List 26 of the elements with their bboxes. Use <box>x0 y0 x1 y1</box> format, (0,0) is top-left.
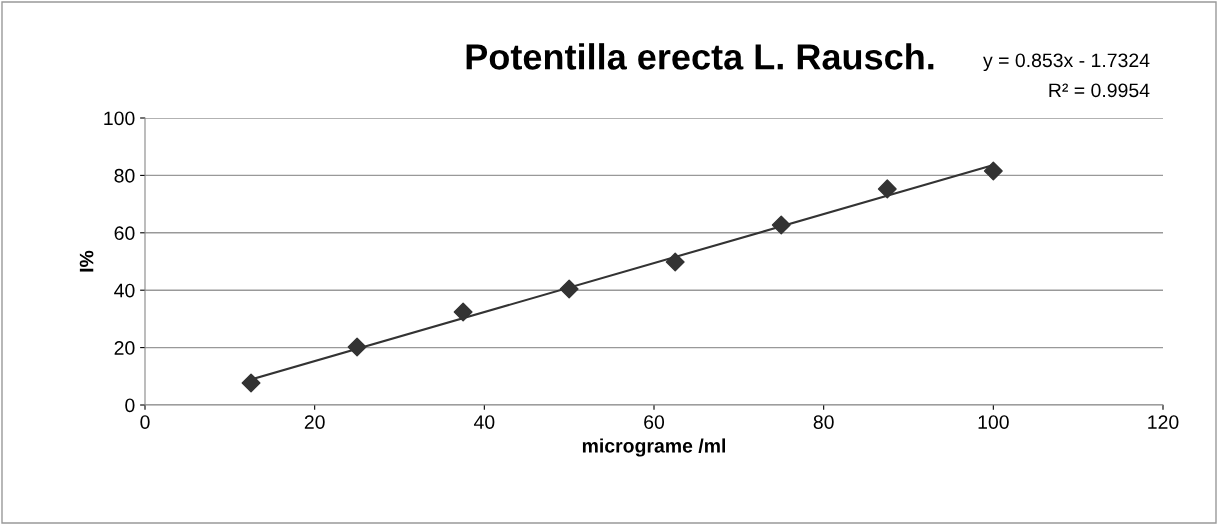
y-tick-label: 40 <box>114 283 135 298</box>
y-axis-title: I% <box>79 250 94 272</box>
point <box>877 179 897 199</box>
y-tick-label: 80 <box>114 168 135 183</box>
y-tick-label: 0 <box>125 398 135 413</box>
point <box>241 373 261 393</box>
x-axis-title: micrograme /ml <box>582 438 726 457</box>
y-tick-label: 60 <box>114 226 135 241</box>
x-tick-label: 100 <box>978 415 1009 429</box>
y-tick-label: 100 <box>104 111 135 126</box>
y-tick-label: 20 <box>114 341 135 355</box>
x-tick-label: 60 <box>644 415 665 429</box>
x-tick-label: 20 <box>304 415 325 429</box>
point <box>347 337 367 357</box>
point <box>771 215 791 235</box>
x-tick-label: 40 <box>473 415 495 429</box>
point <box>665 252 685 272</box>
x-tick-label: 0 <box>140 415 150 429</box>
x-tick-label: 120 <box>1148 415 1179 429</box>
text: R² = 0.9954 <box>1049 83 1150 98</box>
point <box>453 302 473 322</box>
chart-title: Potentilla erecta L. Rausch. <box>466 43 934 70</box>
text: y = 0.853x - 1.7324 <box>983 53 1150 72</box>
point <box>983 161 1003 181</box>
point <box>559 279 579 299</box>
x-tick-label: 80 <box>813 415 834 429</box>
